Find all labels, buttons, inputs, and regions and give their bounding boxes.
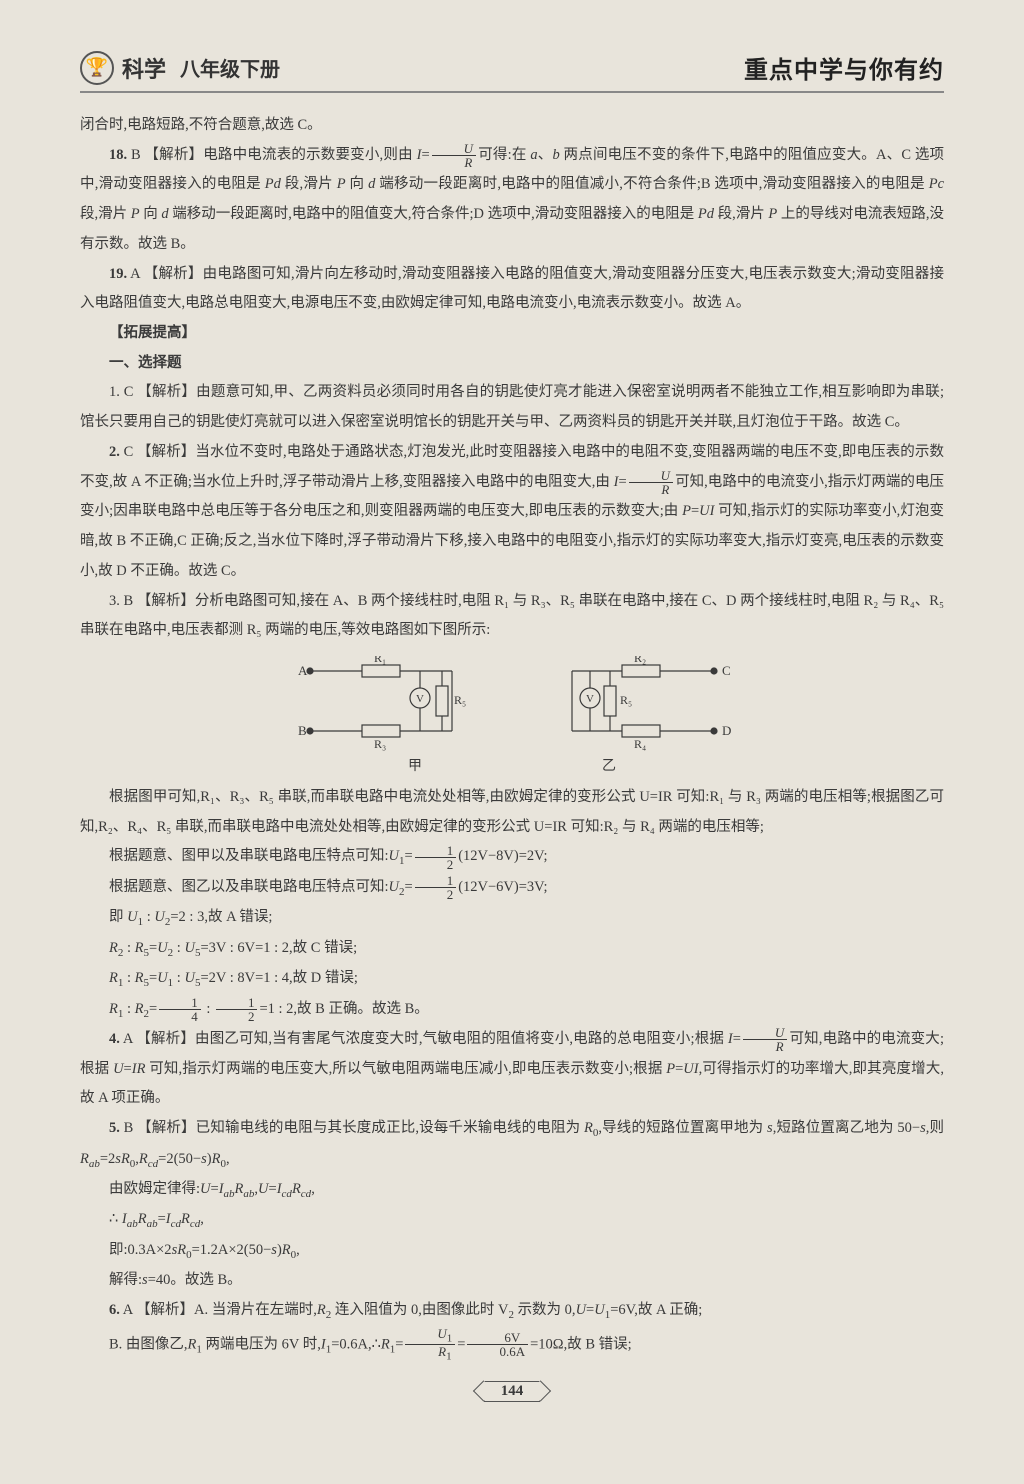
question-3h: R1 : R2=14 : 12=1 : 2,故 B 正确。故选 B。 xyxy=(80,995,944,1025)
svg-text:B: B xyxy=(298,723,307,738)
grade-label: 八年级下册 xyxy=(180,53,280,82)
question-5c: ∴ IabRab=IcdRcd, xyxy=(80,1205,944,1235)
question-3a: 3. B 【解析】分析电路图可知,接在 A、B 两个接线柱时,电阻 R₁ 与 R… xyxy=(80,587,944,646)
question-6a: 6. A 【解析】A. 当滑片在左端时,R2 连入阻值为 0,由图像此时 V2 … xyxy=(80,1296,944,1326)
question-3b: 根据图甲可知,R₁、R₃、R₅ 串联,而串联电路中电流处处相等,由欧姆定律的变形… xyxy=(80,783,944,842)
question-5a: 5. B 【解析】已知输电线的电阻与其长度成正比,设每千米输电线的电阻为 R0,… xyxy=(80,1114,944,1175)
header-right-title: 重点中学与你有约 xyxy=(744,50,944,85)
question-5b: 由欧姆定律得:U=IabRab,U=IcdRcd, xyxy=(80,1175,944,1205)
svg-text:R₅: R₅ xyxy=(454,693,466,707)
circuit-left-svg: A B R₁ R₃ R₅ V xyxy=(292,656,482,751)
svg-text:R₂: R₂ xyxy=(634,656,646,665)
paragraph-19: 19. A 【解析】由电路图可知,滑片向左移动时,滑动变阻器接入电路的阻值变大,… xyxy=(80,260,944,319)
section-expand: 【拓展提高】 xyxy=(80,319,944,349)
svg-text:V: V xyxy=(416,693,424,705)
question-2: 2. C 【解析】当水位不变时,电路处于通路状态,灯泡发光,此时变阻器接入电路中… xyxy=(80,438,944,587)
paragraph-top: 闭合时,电路短路,不符合题意,故选 C。 xyxy=(80,111,944,141)
question-3f: R2 : R5=U2 : U5=3V : 6V=1 : 2,故 C 错误; xyxy=(80,934,944,964)
svg-text:R₁: R₁ xyxy=(374,656,386,665)
svg-text:V: V xyxy=(586,693,594,705)
svg-text:A: A xyxy=(298,663,308,678)
svg-text:D: D xyxy=(722,723,731,738)
svg-text:R₅: R₅ xyxy=(620,693,632,707)
question-4: 4. A 【解析】由图乙可知,当有害尾气浓度变大时,气敏电阻的阻值将变小,电路的… xyxy=(80,1025,944,1114)
question-5d: 即:0.3A×2sR0=1.2A×2(50−s)R0, xyxy=(80,1236,944,1266)
content-body: 闭合时,电路短路,不符合题意,故选 C。 18. B 【解析】电路中电流表的示数… xyxy=(80,111,944,1363)
section-choice: 一、选择题 xyxy=(80,349,944,379)
header-left: 🏆 科学 八年级下册 xyxy=(80,51,280,85)
question-3e: 即 U1 : U2=2 : 3,故 A 错误; xyxy=(80,903,944,933)
caption-right: 乙 xyxy=(602,755,616,775)
question-3g: R1 : R5=U1 : U5=2V : 8V=1 : 4,故 D 错误; xyxy=(80,964,944,994)
caption-left: 甲 xyxy=(408,755,422,775)
page-container: 🏆 科学 八年级下册 重点中学与你有约 闭合时,电路短路,不符合题意,故选 C。… xyxy=(0,0,1024,1432)
circuit-right-svg: C D R₂ R₄ R₅ V xyxy=(542,656,732,751)
question-6b: B. 由图像乙,R1 两端电压为 6V 时,I1=0.6A,∴R1=U1R1=6… xyxy=(80,1327,944,1363)
question-3c: 根据题意、图甲以及串联电路电压特点可知:U1=12(12V−8V)=2V; xyxy=(80,842,944,872)
svg-text:R₄: R₄ xyxy=(634,737,646,751)
question-1: 1. C 【解析】由题意可知,甲、乙两资料员必须同时用各自的钥匙使灯亮才能进入保… xyxy=(80,378,944,437)
page-header: 🏆 科学 八年级下册 重点中学与你有约 xyxy=(80,50,944,93)
trophy-icon: 🏆 xyxy=(80,51,114,85)
question-3d: 根据题意、图乙以及串联电路电压特点可知:U2=12(12V−6V)=3V; xyxy=(80,873,944,903)
question-5e: 解得:s=40。故选 B。 xyxy=(80,1266,944,1296)
subject-label: 科学 xyxy=(122,52,166,84)
page-number: 144 xyxy=(484,1381,541,1402)
paragraph-18: 18. B 【解析】电路中电流表的示数要变小,则由 I=UR可得:在 a、b 两… xyxy=(80,141,944,260)
circuit-diagram: A B R₁ R₃ R₅ V xyxy=(80,656,944,751)
svg-text:C: C xyxy=(722,663,731,678)
svg-text:R₃: R₃ xyxy=(374,737,386,751)
diagram-captions: 甲 乙 xyxy=(80,755,944,775)
page-number-wrap: 144 xyxy=(80,1381,944,1402)
